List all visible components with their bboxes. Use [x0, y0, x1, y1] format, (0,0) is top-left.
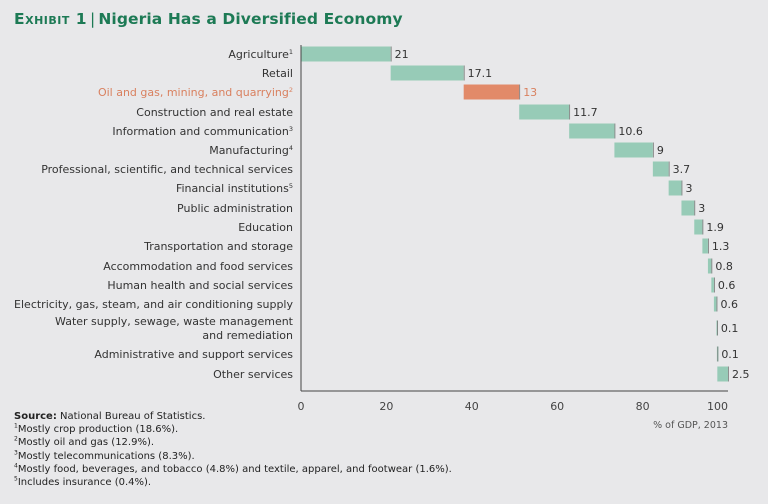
bar	[681, 200, 695, 216]
value-label: 3	[698, 202, 705, 215]
category-label: Accommodation and food services	[103, 260, 293, 273]
bar	[707, 258, 712, 274]
footnote-marker: 1	[289, 48, 293, 56]
value-label: 11.7	[573, 106, 598, 119]
bar	[713, 296, 717, 312]
footnote-mark: 4	[14, 462, 18, 470]
footnote-text: Mostly crop production (18.6%).	[17, 424, 179, 436]
x-tick-label: 80	[636, 400, 650, 413]
footnote-mark: 3	[14, 449, 18, 457]
x-tick-label: 100	[707, 400, 728, 413]
bar	[390, 65, 464, 81]
value-label: 0.1	[721, 322, 739, 335]
x-tick-label: 60	[550, 400, 564, 413]
footnote-mark: 5	[14, 475, 18, 483]
value-label: 17.1	[468, 67, 493, 80]
category-label: and remediation	[202, 329, 293, 342]
bar	[711, 277, 714, 293]
category-label: Public administration	[177, 202, 293, 215]
footnote-text: Includes insurance (0.4%).	[17, 477, 152, 489]
footnote: 2Mostly oil and gas (12.9%).	[14, 436, 452, 449]
footnote-marker: 2	[289, 86, 293, 94]
footnote-text: Mostly food, beverages, and tobacco (4.8…	[17, 463, 452, 475]
bar	[652, 161, 669, 177]
footnote: 4Mostly food, beverages, and tobacco (4.…	[14, 463, 452, 476]
footnote: 1Mostly crop production (18.6%).	[14, 423, 452, 436]
value-label: 2.5	[732, 368, 750, 381]
value-label: 0.1	[721, 348, 739, 361]
chart-title: Exhibit 1 | Nigeria Has a Diversified Econ…	[14, 10, 403, 28]
value-label: 0.6	[720, 298, 738, 311]
category-label: Agriculture1	[228, 48, 293, 61]
x-axis-label: % of GDP, 2013	[653, 420, 728, 431]
category-label: Education	[238, 221, 293, 234]
bar	[717, 366, 728, 382]
x-tick-label: 20	[379, 400, 393, 413]
value-label: 1.9	[706, 221, 724, 234]
footnote-mark: 2	[14, 436, 18, 444]
value-label: 21	[395, 48, 409, 61]
footnote-mark: 1	[14, 422, 18, 430]
bar	[519, 104, 570, 120]
category-label: Water supply, sewage, waste management	[55, 315, 294, 328]
bar	[569, 123, 615, 139]
footnote-text: Mostly oil and gas (12.9%).	[17, 437, 155, 449]
bar	[463, 84, 520, 100]
value-label: 9	[657, 144, 664, 157]
footnote-marker: 3	[289, 125, 293, 133]
value-label: 13	[523, 86, 537, 99]
category-label: Financial institutions5	[176, 182, 293, 195]
notes: Source: National Bureau of Statistics. 1…	[14, 410, 452, 489]
source-label: Source:	[14, 411, 57, 422]
footnote: 5Includes insurance (0.4%).	[14, 476, 452, 489]
value-label: 3.7	[673, 163, 691, 176]
source-line: Source: National Bureau of Statistics.	[14, 410, 452, 423]
category-label: Human health and social services	[107, 279, 293, 292]
bar	[702, 238, 708, 254]
category-label: Professional, scientific, and technical …	[41, 163, 293, 176]
exhibit-label: Exhibit 1	[14, 10, 88, 28]
bar	[301, 46, 391, 62]
category-label: Administrative and support services	[94, 348, 293, 361]
value-label: 0.6	[718, 279, 736, 292]
bar	[668, 180, 682, 196]
value-label: 10.6	[618, 125, 643, 138]
source-text: National Bureau of Statistics.	[60, 411, 206, 422]
bar	[614, 142, 653, 158]
category-label: Oil and gas, mining, and quarrying2	[98, 86, 293, 99]
category-label: Construction and real estate	[136, 106, 293, 119]
x-tick-label: 40	[465, 400, 479, 413]
category-label: Transportation and storage	[143, 240, 293, 253]
bar	[694, 219, 703, 235]
title-text: Nigeria Has a Diversified Economy	[98, 10, 403, 28]
category-label: Information and communication3	[112, 125, 293, 138]
footnote: 3Mostly telecommunications (8.3%).	[14, 450, 452, 463]
category-label: Other services	[213, 368, 293, 381]
footnote-marker: 5	[289, 182, 293, 190]
value-label: 0.8	[715, 260, 733, 273]
x-tick-label: 0	[298, 400, 305, 413]
category-label: Retail	[262, 67, 293, 80]
footnote-text: Mostly telecommunications (8.3%).	[17, 450, 195, 462]
category-label: Electricity, gas, steam, and air conditi…	[14, 298, 293, 311]
category-label: Manufacturing4	[209, 144, 293, 157]
value-label: 3	[685, 182, 692, 195]
value-label: 1.3	[712, 240, 730, 253]
footnote-marker: 4	[289, 144, 293, 152]
title-separator: |	[90, 10, 96, 28]
